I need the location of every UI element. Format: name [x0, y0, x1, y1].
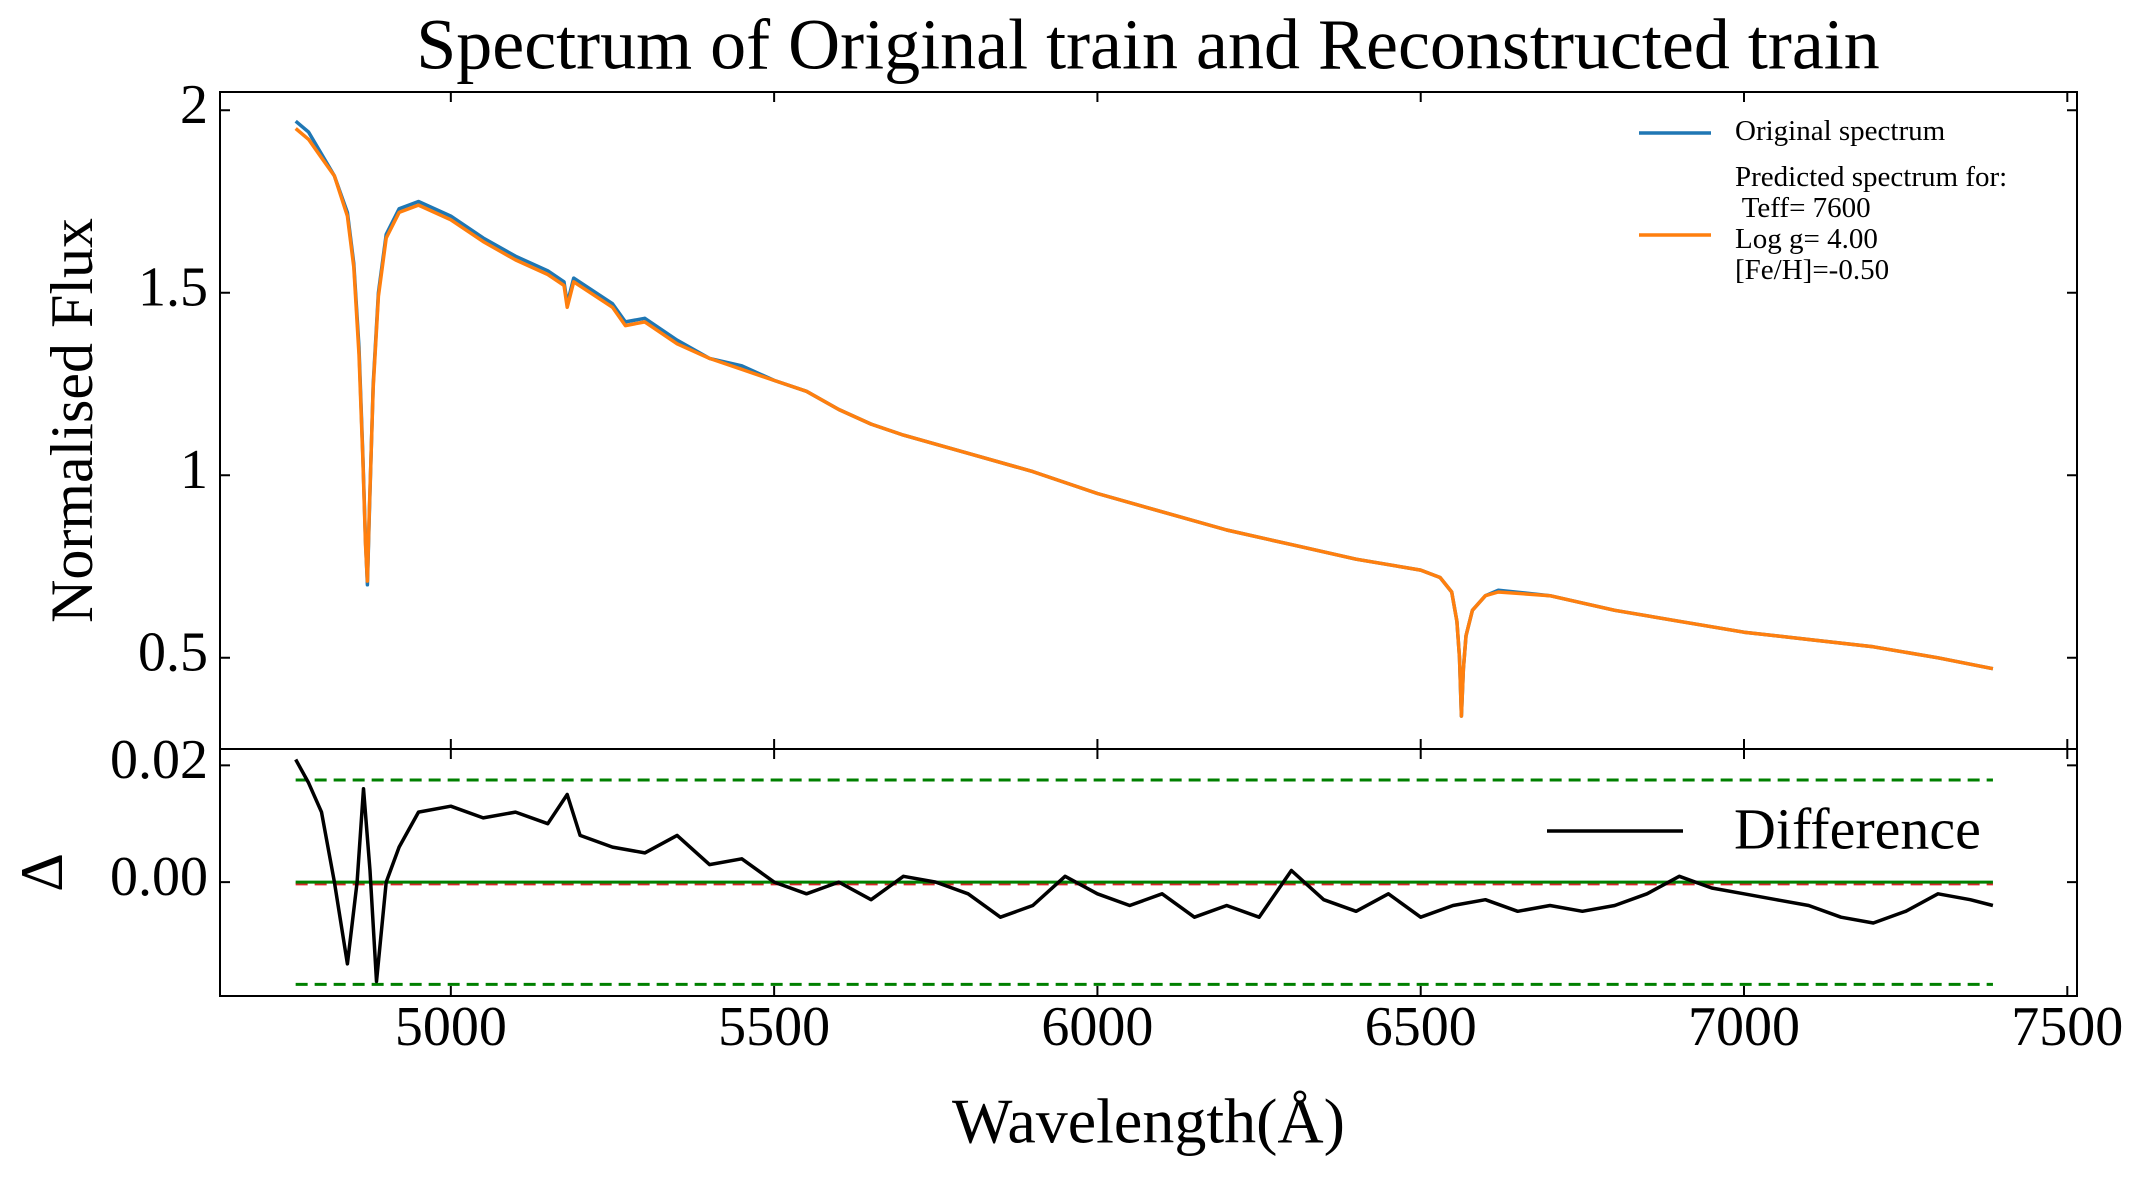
legend-label: Difference: [1734, 796, 1981, 861]
legend-label: Predicted spectrum for: Teff= 7600 Log g…: [1735, 161, 2008, 286]
y-tick-label: 1: [180, 439, 208, 501]
y-tick-label: 0.00: [110, 846, 208, 908]
y-tick-label: 1.5: [138, 257, 208, 319]
series-line: [294, 127, 1994, 718]
chart-title: Spectrum of Original train and Reconstru…: [416, 5, 1880, 85]
y-tick-label: 0.5: [138, 622, 208, 684]
x-axis-label: Wavelength(Å): [952, 1086, 1345, 1157]
x-tick-label: 5500: [718, 996, 830, 1058]
x-tick-label: 7000: [1688, 996, 1800, 1058]
plot-frame: [219, 748, 2078, 997]
x-tick-label: 6500: [1365, 996, 1477, 1058]
legend-label: Original spectrum: [1735, 115, 1946, 147]
y-axis-label: Δ: [9, 853, 75, 892]
y-tick-label: 2: [180, 74, 208, 136]
y-tick-label: 0.02: [110, 729, 208, 791]
x-tick-label: 5000: [395, 996, 507, 1058]
y-axis-label: Normalised Flux: [39, 218, 105, 623]
x-tick-label: 7500: [2011, 996, 2123, 1058]
x-tick-label: 6000: [1041, 996, 1153, 1058]
series-line: [294, 758, 1994, 984]
